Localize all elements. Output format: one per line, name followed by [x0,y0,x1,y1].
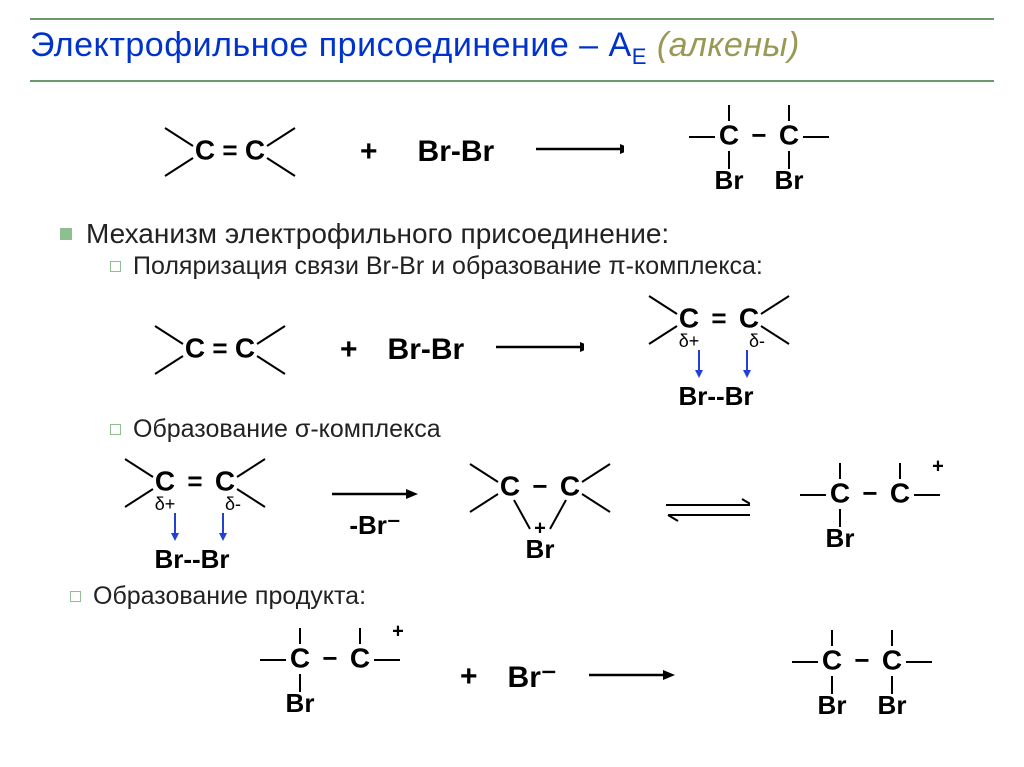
pi-complex-equation: CC= + Br-Br CC=δ+δ-Br--Br [130,285,994,415]
step3-label: Образование продукта: [93,582,366,611]
svg-text:=: = [187,466,202,496]
svg-text:−: − [862,478,877,508]
svg-text:C: C [215,465,235,496]
svg-text:C: C [290,642,310,673]
svg-text:Br: Br [826,523,855,553]
svg-text:Br: Br [715,165,744,195]
svg-text:+: + [534,518,546,540]
title-main: Электрофильное присоединение – АE [30,26,647,64]
step2-heading: Образование σ-комплекса [110,415,994,444]
svg-text:C: C [719,119,739,150]
leaving-group: -Br⁻ [349,510,400,541]
svg-text:Br: Br [877,690,906,720]
sigma-complex-equation: CC=δ+δ-Br--Br -Br⁻ CC−Br+ CC−Br+ [90,448,994,578]
svg-text:Br--Br: Br--Br [679,381,754,411]
reagent-br2: Br-Br [418,135,495,169]
plus-sign: + [360,135,378,169]
dibromo-product: C C−Br Br [767,617,957,737]
product-equation: CC−Br+ + Br⁻ CC−BrBr [230,615,994,740]
pi-complex-structure: C C = δ+ δ- Br--Br [90,448,310,578]
title-paren: (алкены) [657,26,800,64]
svg-text:C: C [500,471,520,502]
svg-text:=: = [222,135,237,165]
plus-sign: + [460,660,478,694]
svg-text:δ-: δ- [225,494,241,514]
plus-sign: + [340,333,358,367]
svg-text:C: C [779,119,799,150]
reagent-br2: Br-Br [388,333,465,367]
reaction-arrow [587,666,677,689]
svg-text:−: − [322,643,337,673]
svg-text:Br: Br [817,690,846,720]
bullet-square-icon [60,228,72,240]
step1-heading: Поляризация связи Br-Br и образование π-… [110,252,994,281]
equilibrium-arrow [660,495,750,530]
svg-text:C: C [235,332,255,363]
step3-heading: Образование продукта: [70,582,994,611]
svg-text:C: C [882,645,902,676]
svg-text:=: = [712,303,727,333]
svg-text:C: C [739,302,759,333]
svg-text:C: C [245,134,265,165]
svg-text:C: C [830,478,850,509]
svg-text:+: + [392,620,404,642]
overall-equation: CC= + Br-Br CC−BrBr [140,92,994,212]
carbocation-br-structure: C C−Br + [770,450,970,575]
svg-text:C: C [185,332,205,363]
alkene-structure: CC= [140,112,320,192]
svg-text:δ+: δ+ [155,494,176,514]
svg-text:C: C [560,471,580,502]
mechanism-heading: Механизм электрофильного присоединение: [60,218,994,250]
svg-text:Br--Br: Br--Br [154,544,229,574]
bromonium-structure: CC−Br+ [440,450,640,575]
svg-text:Br: Br [286,688,315,718]
svg-text:−: − [532,471,547,501]
sub-bullet-icon [70,591,81,602]
svg-text:C: C [195,134,215,165]
reaction-arrow [494,338,584,361]
svg-text:C: C [155,465,175,496]
pi-complex-structure: C C = δ+ δ- Br--Br [614,285,834,415]
sub-bullet-icon [110,424,121,435]
svg-text:C: C [822,645,842,676]
reagent-br-minus: Br⁻ [508,660,557,695]
mechanism-label: Механизм электрофильного присоединение: [86,218,669,250]
svg-text:C: C [890,478,910,509]
svg-text:C: C [350,642,370,673]
step2-label: Образование σ-комплекса [133,415,441,444]
sub-bullet-icon [110,261,121,272]
carbocation-br-structure: C C−Br + [230,615,430,740]
svg-text:+: + [932,456,944,478]
slide-title: Электрофильное присоединение – АE (алкен… [30,26,994,70]
reaction-arrow [534,140,624,163]
svg-text:δ+: δ+ [679,331,700,351]
svg-text:−: − [752,120,767,150]
svg-text:−: − [854,645,869,675]
reaction-arrow [330,485,420,508]
alkene-structure: CC= [130,310,310,390]
svg-text:C: C [679,302,699,333]
step1-label: Поляризация связи Br-Br и образование π-… [133,252,763,281]
title-block: Электрофильное присоединение – АE (алкен… [30,18,994,82]
svg-text:Br: Br [775,165,804,195]
svg-text:=: = [212,333,227,363]
dibromo-product: C C−Br Br [664,92,854,212]
svg-text:δ-: δ- [749,331,765,351]
